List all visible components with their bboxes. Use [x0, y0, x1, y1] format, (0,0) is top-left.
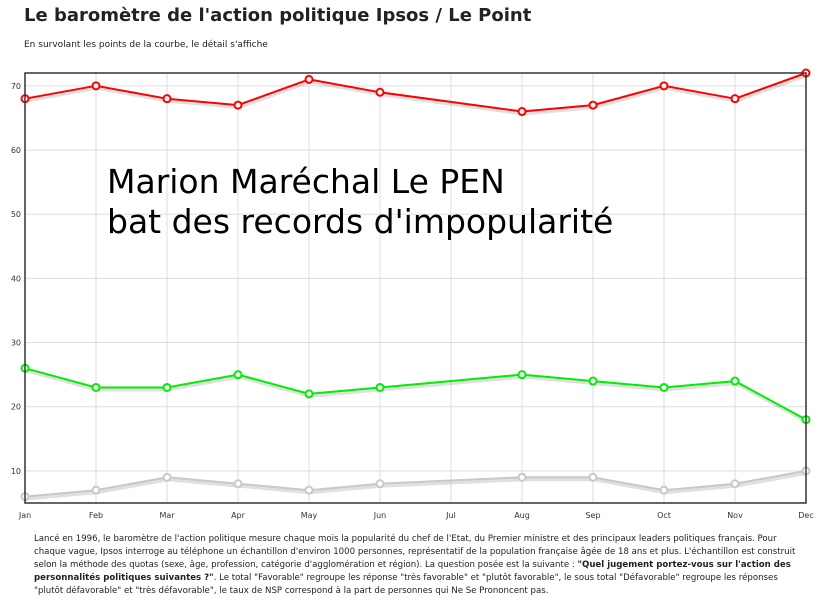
x-tick-label: Jun — [373, 511, 387, 520]
y-tick-label: 40 — [11, 274, 21, 283]
axis-layer: Jan Feb Mar Apr May Jun Jul Aug Sep Oct Nov Dec 10 20… — [11, 82, 814, 520]
annotation-line-2: bat des records d'impopularité — [107, 202, 613, 241]
y-tick-label: 60 — [11, 146, 21, 155]
data-point[interactable] — [517, 370, 527, 380]
data-point[interactable] — [588, 472, 598, 482]
footer-question: "Quel jugement portez-vous sur l'action … — [34, 560, 791, 583]
page-title: Le baromètre de l'action politique Ipsos… — [24, 5, 532, 26]
x-tick-label: Jul — [445, 511, 456, 520]
data-point[interactable] — [588, 100, 598, 110]
data-point[interactable] — [730, 376, 740, 386]
y-tick-label: 70 — [11, 82, 21, 91]
y-tick-label: 20 — [11, 403, 21, 412]
x-tick-label: Feb — [89, 511, 103, 520]
data-point[interactable] — [375, 382, 385, 392]
data-point[interactable] — [730, 94, 740, 104]
footer-text-part2: . Le total "Favorable" regroupe les répo… — [34, 573, 778, 596]
x-tick-label: Dec — [798, 511, 813, 520]
data-point[interactable] — [162, 94, 172, 104]
line-chart: Jan Feb Mar Apr May Jun Jul Aug Sep Oct Nov Dec 10 20… — [11, 68, 814, 520]
data-point[interactable] — [588, 376, 598, 386]
series-line-shadow — [25, 470, 808, 501]
y-tick-label: 30 — [11, 339, 21, 348]
series-line-shadow — [25, 368, 808, 424]
x-tick-label: Aug — [514, 511, 530, 520]
data-point[interactable] — [659, 485, 669, 495]
data-point[interactable] — [304, 485, 314, 495]
annotation-layer: Marion Maréchal Le PEN bat des records d… — [107, 162, 613, 241]
data-point[interactable] — [659, 81, 669, 91]
data-point[interactable] — [91, 81, 101, 91]
footer-note: Lancé en 1996, le baromètre de l'action … — [34, 533, 806, 598]
x-tick-label: Nov — [727, 511, 743, 520]
data-point[interactable] — [91, 485, 101, 495]
data-point[interactable] — [659, 382, 669, 392]
y-tick-label: 10 — [11, 467, 21, 476]
data-point[interactable] — [233, 100, 243, 110]
x-tick-label: Mar — [159, 511, 175, 520]
x-tick-label: Jan — [18, 511, 31, 520]
data-point[interactable] — [304, 74, 314, 84]
data-point[interactable] — [730, 479, 740, 489]
series-layer — [20, 68, 811, 502]
data-point[interactable] — [517, 107, 527, 117]
data-point[interactable] — [517, 472, 527, 482]
x-tick-label: Sep — [585, 511, 600, 520]
grid-layer — [25, 73, 806, 503]
series-line-2 — [24, 367, 807, 421]
data-point[interactable] — [91, 382, 101, 392]
x-tick-label: Apr — [231, 511, 246, 520]
page-subtitle: En survolant les points de la courbe, le… — [24, 40, 268, 50]
data-point[interactable] — [233, 479, 243, 489]
data-point[interactable] — [375, 87, 385, 97]
data-point[interactable] — [304, 389, 314, 399]
annotation-line-1: Marion Maréchal Le PEN — [107, 162, 505, 201]
x-tick-label: May — [301, 511, 318, 520]
data-point[interactable] — [233, 370, 243, 380]
footer-text-part1: Lancé en 1996, le baromètre de l'action … — [34, 534, 796, 570]
y-tick-label: 50 — [11, 210, 21, 219]
x-tick-label: Oct — [657, 511, 671, 520]
data-point[interactable] — [375, 479, 385, 489]
plot-frame — [24, 72, 807, 504]
data-point[interactable] — [162, 472, 172, 482]
data-point[interactable] — [162, 382, 172, 392]
